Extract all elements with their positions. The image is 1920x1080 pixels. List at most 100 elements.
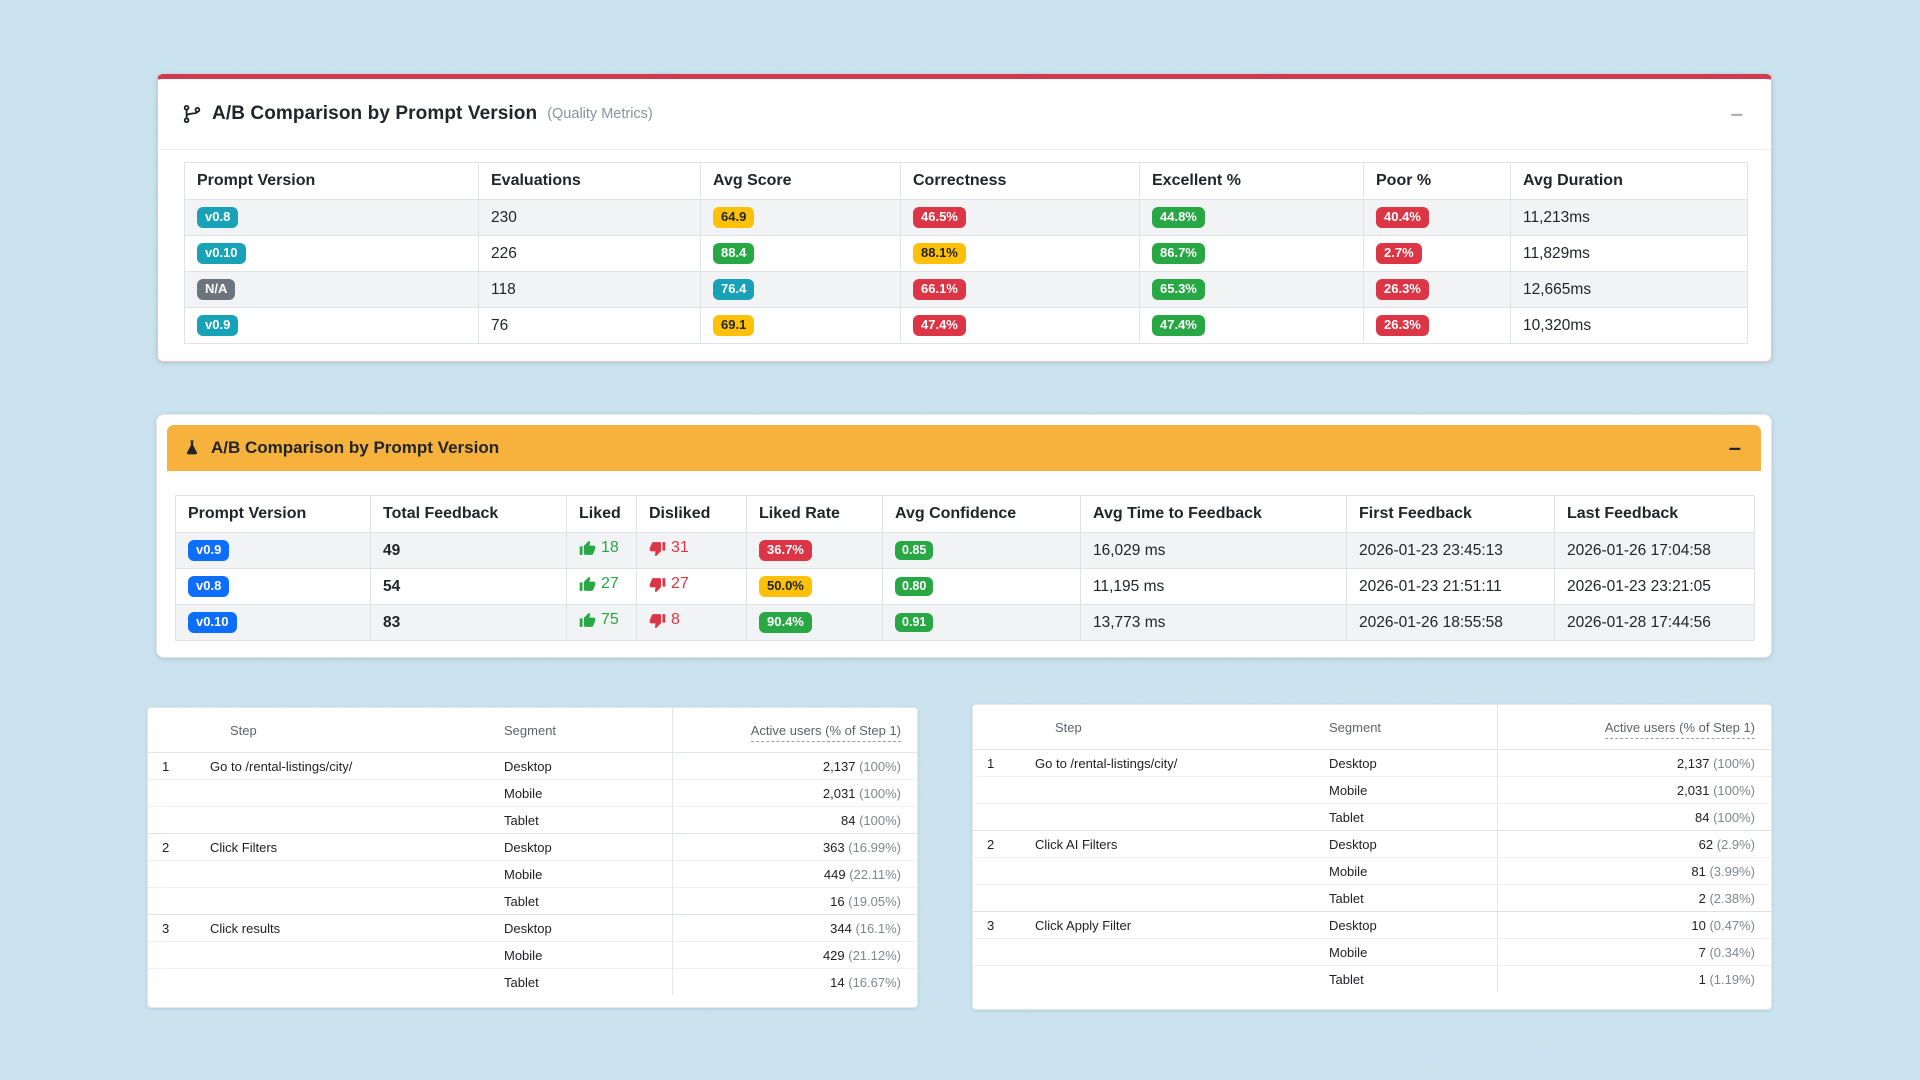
liked-rate-badge: 90.4% bbox=[759, 612, 812, 633]
step-column-header: Step bbox=[1055, 719, 1082, 735]
funnel-row: Mobile 2,031 (100%) bbox=[973, 776, 1771, 804]
step-column-header: Step bbox=[230, 722, 257, 738]
total-feedback-cell: 83 bbox=[370, 604, 567, 641]
active-users-percent: (16.67%) bbox=[848, 974, 901, 990]
table-row: v0.9 49 18 31 36.7% 0.85 16,029 ms 2026-01-23 2… bbox=[175, 532, 1755, 569]
version-badge: N/A bbox=[197, 279, 236, 300]
active-users-value: 344 bbox=[830, 920, 856, 936]
correctness-cell: 46.5% bbox=[900, 199, 1140, 236]
funnel-row: Mobile 449 (22.11%) bbox=[148, 860, 917, 888]
table-row: v0.10 226 88.4 88.1% 86.7% 2.7% 11,829ms bbox=[184, 235, 1748, 272]
liked-rate-cell: 50.0% bbox=[746, 568, 883, 605]
thumbs-up-icon bbox=[579, 540, 596, 557]
avg-score-cell: 64.9 bbox=[700, 199, 901, 236]
liked-cell: 27 bbox=[566, 568, 637, 605]
disliked-count: 8 bbox=[649, 611, 680, 629]
last-feedback-cell: 2026-01-26 17:04:58 bbox=[1554, 532, 1755, 569]
segment-cell: Tablet bbox=[504, 893, 539, 909]
poor-cell: 2.7% bbox=[1363, 235, 1511, 272]
segment-cell: Mobile bbox=[1329, 944, 1368, 960]
correctness-cell: 47.4% bbox=[900, 307, 1140, 344]
funnel-row: Mobile 429 (21.12%) bbox=[148, 941, 917, 969]
version-badge: v0.9 bbox=[197, 315, 239, 336]
active-users-column-header[interactable]: Active users (% of Step 1) bbox=[671, 708, 917, 753]
liked-cell: 75 bbox=[566, 604, 637, 641]
step-number-cell bbox=[148, 888, 196, 915]
git-branch-icon bbox=[182, 104, 202, 124]
funnel-row: 2 Click Filters Desktop 363 (16.99%) bbox=[148, 833, 917, 861]
column-header: Disliked bbox=[636, 495, 747, 533]
step-label-cell bbox=[1021, 966, 1309, 993]
avg-duration-cell: 10,320ms bbox=[1510, 307, 1748, 344]
first-feedback-cell: 2026-01-23 23:45:13 bbox=[1346, 532, 1555, 569]
avg-score-badge: 69.1 bbox=[713, 315, 755, 336]
funnel-table-body: 1 Go to /rental-listings/city/Desktop 2,13… bbox=[148, 752, 917, 995]
feedback-panel-minimize-button[interactable]: – bbox=[1725, 437, 1745, 459]
prompt-version-cell: v0.10 bbox=[175, 604, 371, 641]
column-header: Correctness bbox=[900, 162, 1140, 200]
step-number-cell bbox=[973, 777, 1021, 804]
confidence-cell: 0.85 bbox=[882, 532, 1081, 569]
funnel-row: Tablet 84 (100%) bbox=[973, 803, 1771, 831]
liked-rate-cell: 90.4% bbox=[746, 604, 883, 641]
step-number-cell bbox=[973, 939, 1021, 966]
poor-cell: 26.3% bbox=[1363, 307, 1511, 344]
feedback-table: Prompt Version Total Feedback Liked Dislike… bbox=[175, 495, 1755, 641]
active-users-percent: (0.34%) bbox=[1709, 944, 1755, 960]
table-row: N/A 118 76.4 66.1% 65.3% 26.3% 12,665ms bbox=[184, 271, 1748, 308]
disliked-value: 27 bbox=[671, 575, 689, 593]
quality-table-header-row: Prompt Version Evaluations Avg Score Correc… bbox=[184, 162, 1748, 200]
active-users-percent: (2.9%) bbox=[1716, 836, 1755, 852]
feedback-panel-title: A/B Comparison by Prompt Version bbox=[211, 438, 500, 457]
funnel-row: Mobile 2,031 (100%) bbox=[148, 779, 917, 807]
active-users-value: 2,137 bbox=[822, 758, 860, 774]
confidence-cell: 0.91 bbox=[882, 604, 1081, 641]
correctness-badge: 47.4% bbox=[913, 315, 966, 336]
active-users-value: 16 bbox=[830, 893, 849, 909]
step-number-cell bbox=[148, 942, 196, 969]
column-header: Avg Score bbox=[700, 162, 901, 200]
active-users-percent: (2.38%) bbox=[1709, 890, 1755, 906]
avg-score-badge: 76.4 bbox=[713, 279, 755, 300]
excellent-cell: 65.3% bbox=[1139, 271, 1364, 308]
poor-badge: 26.3% bbox=[1376, 279, 1429, 300]
active-users-percent: (16.1%) bbox=[855, 920, 901, 936]
correctness-badge: 88.1% bbox=[913, 243, 966, 264]
avg-duration-cell: 11,213ms bbox=[1510, 199, 1748, 236]
prompt-version-cell: v0.10 bbox=[184, 235, 479, 272]
active-users-percent: (21.12%) bbox=[848, 947, 901, 963]
funnel-header-row: Step Segment Active users (% of Step 1) bbox=[148, 708, 917, 753]
step-label-cell bbox=[1021, 885, 1309, 912]
active-users-value: 62 bbox=[1698, 836, 1717, 852]
liked-value: 75 bbox=[601, 611, 619, 629]
funnel-row: Tablet 1 (1.19%) bbox=[973, 965, 1771, 993]
funnel-corner-cell bbox=[973, 705, 1021, 750]
poor-badge: 40.4% bbox=[1376, 207, 1429, 228]
prompt-version-cell: N/A bbox=[184, 271, 479, 308]
active-users-header-label: Active users (% of Step 1) bbox=[1604, 719, 1755, 739]
confidence-badge: 0.80 bbox=[895, 577, 934, 596]
funnel-row: 3 Click Apply Filter Desktop 10 (0.47%) bbox=[973, 911, 1771, 939]
active-users-cell: 2,031 (100%) bbox=[1496, 776, 1771, 804]
active-users-column-header[interactable]: Active users (% of Step 1) bbox=[1496, 705, 1771, 750]
feedback-panel: A/B Comparison by Prompt Version – Promp… bbox=[156, 414, 1772, 658]
column-header: Last Feedback bbox=[1554, 495, 1755, 533]
correctness-cell: 66.1% bbox=[900, 271, 1140, 308]
evaluations-cell: 76 bbox=[478, 307, 701, 344]
liked-count: 75 bbox=[579, 611, 619, 629]
quality-panel-minimize-button[interactable]: – bbox=[1727, 103, 1747, 125]
liked-rate-badge: 36.7% bbox=[759, 540, 812, 561]
feedback-table-header-row: Prompt Version Total Feedback Liked Dislike… bbox=[175, 495, 1755, 533]
prompt-version-cell: v0.9 bbox=[184, 307, 479, 344]
column-header: Prompt Version bbox=[175, 495, 371, 533]
active-users-cell: 363 (16.99%) bbox=[671, 833, 917, 861]
segment-cell: Mobile bbox=[1329, 863, 1368, 879]
avg-score-badge: 64.9 bbox=[713, 207, 755, 228]
active-users-cell: 449 (22.11%) bbox=[671, 860, 917, 888]
active-users-value: 84 bbox=[841, 812, 860, 828]
active-users-cell: 16 (19.05%) bbox=[671, 887, 917, 915]
funnel-report-left: Step Segment Active users (% of Step 1) 1 Go… bbox=[147, 707, 918, 1008]
step-number-cell: 2 bbox=[162, 839, 170, 855]
step-number-cell bbox=[973, 804, 1021, 831]
excellent-cell: 44.8% bbox=[1139, 199, 1364, 236]
